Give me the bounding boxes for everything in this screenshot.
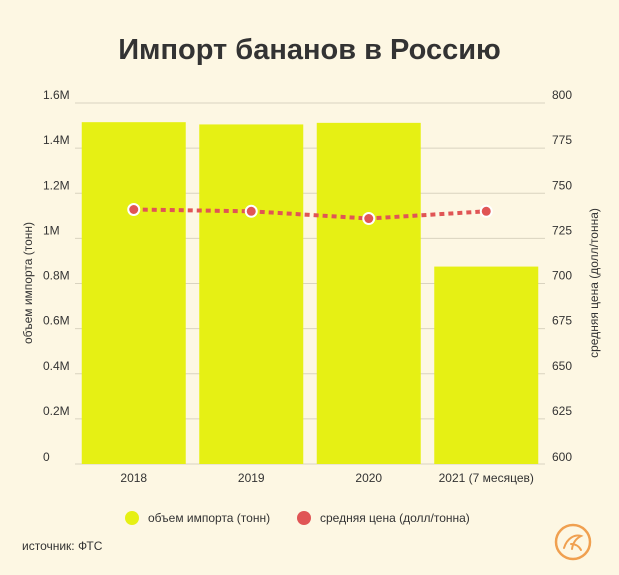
x-tick-label: 2019 xyxy=(238,471,265,485)
right-tick-label: 775 xyxy=(552,133,572,147)
right-tick-label: 800 xyxy=(552,88,572,102)
legend-bar-label: объем импорта (тонн) xyxy=(148,511,270,525)
chart-title: Импорт бананов в Россию xyxy=(118,34,501,66)
bar xyxy=(81,122,186,464)
price-point xyxy=(127,202,141,216)
publisher-logo-icon xyxy=(554,523,592,561)
axis-ticks: 0 600 0.2M 625 0.4M 650 0.6M 675 0.8M 700 1M 725 1.2… xyxy=(43,88,572,485)
x-tick-label: 2021 (7 месяцев) xyxy=(439,471,534,485)
bar xyxy=(434,266,539,464)
bar xyxy=(316,122,421,464)
price-line-series xyxy=(127,202,493,226)
legend-line-label: средняя цена (долл/тонна) xyxy=(320,511,470,525)
left-tick-label: 1.6M xyxy=(43,88,70,102)
right-tick-label: 625 xyxy=(552,404,572,418)
left-tick-label: 1M xyxy=(43,223,60,237)
price-point xyxy=(362,212,376,226)
left-tick-label: 0.2M xyxy=(43,404,70,418)
left-tick-label: 0 xyxy=(43,450,50,464)
bar-series xyxy=(81,122,539,464)
right-axis-label: средняя цена (долл/тонна) xyxy=(587,208,601,358)
price-line xyxy=(133,207,487,221)
legend-line-swatch xyxy=(297,511,311,525)
right-tick-label: 700 xyxy=(552,269,572,283)
left-tick-label: 0.8M xyxy=(43,269,70,283)
right-tick-label: 750 xyxy=(552,178,572,192)
left-tick-label: 0.4M xyxy=(43,359,70,373)
price-point xyxy=(479,204,493,218)
right-tick-label: 725 xyxy=(552,223,572,237)
x-tick-label: 2018 xyxy=(120,471,147,485)
left-tick-label: 1.4M xyxy=(43,133,70,147)
source-note: источник: ФТС xyxy=(22,539,103,553)
price-point xyxy=(244,204,258,218)
legend: объем импорта (тонн) средняя цена (долл/… xyxy=(125,511,470,525)
left-axis-label: объем импорта (тонн) xyxy=(21,222,35,344)
left-tick-label: 1.2M xyxy=(43,178,70,192)
x-tick-label: 2020 xyxy=(355,471,382,485)
right-tick-label: 600 xyxy=(552,450,572,464)
bar xyxy=(199,124,304,464)
right-tick-label: 675 xyxy=(552,314,572,328)
left-tick-label: 0.6M xyxy=(43,314,70,328)
right-tick-label: 650 xyxy=(552,359,572,373)
legend-bar-swatch xyxy=(125,511,139,525)
